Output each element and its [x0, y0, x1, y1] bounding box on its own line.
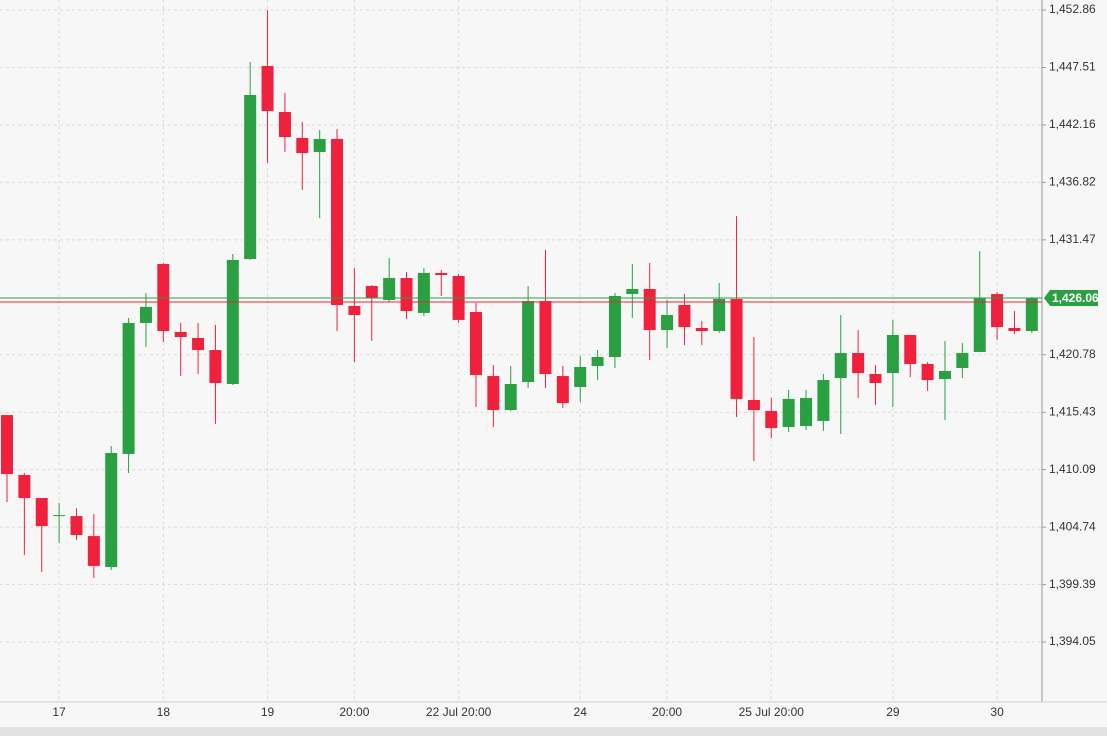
candle-body: [417, 272, 430, 313]
candle-body: [626, 288, 639, 295]
candle-body: [139, 306, 152, 323]
candle-body: [608, 295, 621, 358]
candle-body: [383, 278, 396, 300]
candle-body: [313, 138, 326, 152]
y-tick-label: 1,415.43: [1049, 404, 1096, 418]
candle-body: [261, 65, 274, 112]
y-tick-label: 1,452.86: [1049, 2, 1096, 16]
candle-body: [365, 285, 378, 299]
candle-body: [157, 263, 170, 332]
x-tick-label: 22 Jul 20:00: [426, 705, 492, 719]
y-tick-label: 1,394.05: [1049, 634, 1096, 648]
candle-body: [296, 137, 309, 154]
candle-body: [991, 294, 1004, 328]
candle-body: [469, 311, 482, 375]
candle-body: [70, 516, 83, 535]
candle-body: [174, 331, 187, 338]
x-tick-label: 20:00: [652, 705, 682, 719]
y-tick-label: 1,399.39: [1049, 577, 1096, 591]
candle-body: [278, 111, 291, 138]
candle-body: [192, 337, 205, 351]
candle-body: [209, 350, 222, 384]
candle-body: [661, 314, 674, 331]
candle-body: [87, 536, 100, 566]
candle-body: [400, 278, 413, 312]
candle-body: [869, 373, 882, 384]
candle-body: [904, 334, 917, 365]
candle-body: [747, 400, 760, 411]
x-tick-label: 30: [990, 705, 1004, 719]
price-tag: [1044, 290, 1098, 307]
candle-body: [852, 353, 865, 374]
y-tick-label: 1,442.16: [1049, 117, 1096, 131]
candle-body: [921, 364, 934, 381]
candle-body: [348, 305, 361, 315]
x-tick-label: 25 Jul 20:00: [739, 705, 805, 719]
candle-body: [539, 301, 552, 374]
candle-body: [435, 272, 448, 276]
candle-body: [956, 353, 969, 368]
candle-body: [487, 376, 500, 411]
candle-body: [1025, 298, 1038, 332]
candle-body: [1, 415, 13, 475]
x-tick-label: 19: [261, 705, 275, 719]
y-tick-label: 1,410.09: [1049, 462, 1096, 476]
x-tick-label: 29: [886, 705, 900, 719]
candle-body: [678, 305, 691, 328]
x-tick-label: 18: [157, 705, 171, 719]
y-tick-label: 1,404.74: [1049, 519, 1096, 533]
candle-body: [938, 370, 951, 380]
candle-body: [782, 398, 795, 427]
candle-body: [226, 259, 239, 384]
candle-body: [834, 353, 847, 378]
candle-body: [556, 376, 569, 404]
candle-body: [800, 397, 813, 427]
candle-body: [574, 367, 587, 388]
candle-body: [973, 298, 986, 352]
y-tick-label: 1,436.82: [1049, 175, 1096, 189]
candle-body: [765, 410, 778, 429]
x-tick-label: 24: [574, 705, 588, 719]
candle-body: [730, 298, 743, 399]
candle-body: [122, 322, 135, 454]
candle-body: [504, 383, 517, 411]
candle-body: [522, 301, 535, 383]
candle-body: [713, 298, 726, 332]
x-tick-label: 20:00: [339, 705, 369, 719]
y-tick-label: 1,420.78: [1049, 347, 1096, 361]
candle-body: [591, 357, 604, 367]
candle-body: [244, 95, 257, 260]
y-tick-label: 1,447.51: [1049, 60, 1096, 74]
x-tick-label: 17: [52, 705, 66, 719]
candle-body: [643, 288, 656, 331]
y-tick-label: 1,431.47: [1049, 232, 1096, 246]
price-tag-label: 1,426.06: [1052, 291, 1099, 305]
candle-body: [1008, 328, 1021, 332]
candle-body: [105, 452, 118, 568]
candle-body: [18, 475, 31, 499]
candle-body: [886, 334, 899, 374]
candle-body: [695, 328, 708, 332]
candle-body: [35, 498, 48, 527]
candle-body: [331, 138, 344, 306]
scrollbar: [0, 727, 1107, 736]
candle-body: [53, 515, 66, 517]
candle-body: [817, 380, 830, 421]
